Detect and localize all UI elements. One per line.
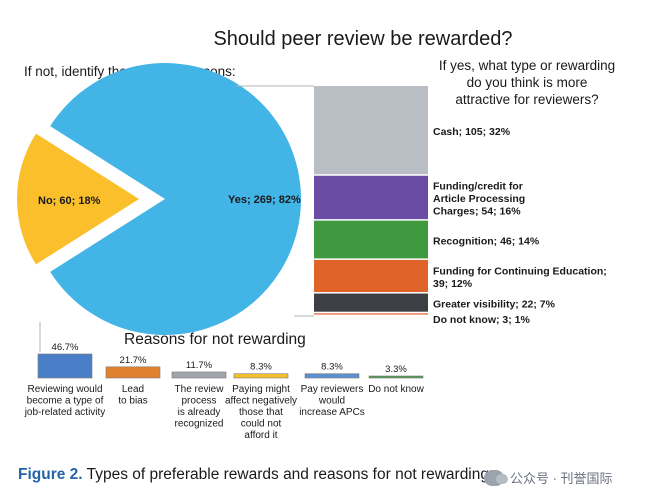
reason-pct-3: 8.3% — [250, 362, 272, 373]
chart-canvas: Should peer review be rewarded? If not, … — [16, 28, 615, 441]
stack-label-2: Recognition; 46; 14% — [433, 235, 540, 247]
stack-segment-5 — [314, 313, 428, 315]
reason-bar-4 — [304, 373, 360, 379]
reason-pct-1: 21.7% — [120, 355, 147, 366]
stacked-bar: Cash; 105; 32% Funding/credit for Article … — [314, 86, 607, 326]
reason-bar-2 — [171, 371, 227, 379]
reason-label-5: Do not know — [368, 384, 424, 395]
pie-label-yes: Yes; 269; 82% — [228, 194, 301, 206]
reason-bar-1 — [105, 366, 161, 379]
reason-bar-5 — [368, 375, 424, 379]
stack-segment-4 — [314, 293, 428, 312]
pie-chart: Yes; 269; 82% No; 60; 18% — [16, 62, 302, 335]
figure-caption: Figure 2. Types of preferable rewards an… — [18, 466, 489, 484]
reason-pct-0: 46.7% — [52, 342, 79, 353]
stack-label-3: Funding for Continuing Education; 39; 12% — [433, 265, 607, 290]
stack-label-1: Funding/credit for Article Processing Char… — [433, 181, 525, 218]
reason-bar-3 — [233, 373, 289, 379]
stack-segment-0 — [314, 86, 428, 175]
reason-bar-0 — [37, 353, 93, 379]
reason-label-2: The review process is already recognized — [175, 384, 225, 430]
stack-label-4: Greater visibility; 22; 7% — [433, 298, 556, 310]
stack-question: If yes, what type or rewarding do you thi… — [439, 58, 615, 107]
reason-pct-4: 8.3% — [321, 362, 343, 373]
pie-label-no: No; 60; 18% — [38, 195, 101, 207]
reason-label-1: Lead to bias — [118, 384, 147, 407]
reason-pct-2: 11.7% — [186, 360, 213, 371]
watermark: 公众号 · 刊誉国际 — [484, 468, 613, 487]
wechat-icon — [484, 469, 508, 486]
reason-pct-5: 3.3% — [385, 364, 407, 375]
figure-label: Figure 2. — [18, 466, 83, 483]
stack-label-0: Cash; 105; 32% — [433, 126, 511, 138]
stack-question-text: If yes, what type or rewarding do you thi… — [439, 58, 615, 107]
stack-segment-3 — [314, 259, 428, 293]
reason-label-4: Pay reviewers would increase APCs — [299, 384, 365, 418]
reason-label-0: Reviewing would become a type of job-relat… — [24, 384, 106, 418]
stack-segment-1 — [314, 175, 428, 220]
stack-segment-2 — [314, 220, 428, 259]
chart-title: Should peer review be rewarded? — [213, 28, 512, 50]
reasons-title: Reasons for not rewarding — [124, 331, 306, 348]
connector-lines — [39, 85, 314, 352]
reason-label-3: Paying might affect negatively those that c… — [225, 384, 297, 441]
reasons-bar-chart: 46.7% Reviewing would become a type of job-… — [24, 342, 425, 441]
caption-text: Types of preferable rewards and reasons … — [82, 466, 489, 483]
watermark-text: 公众号 · 刊誉国际 — [510, 471, 613, 486]
pie-slice-no — [16, 133, 140, 265]
stack-label-5: Do not know; 3; 1% — [433, 314, 530, 326]
pie-slice-yes — [50, 62, 302, 335]
